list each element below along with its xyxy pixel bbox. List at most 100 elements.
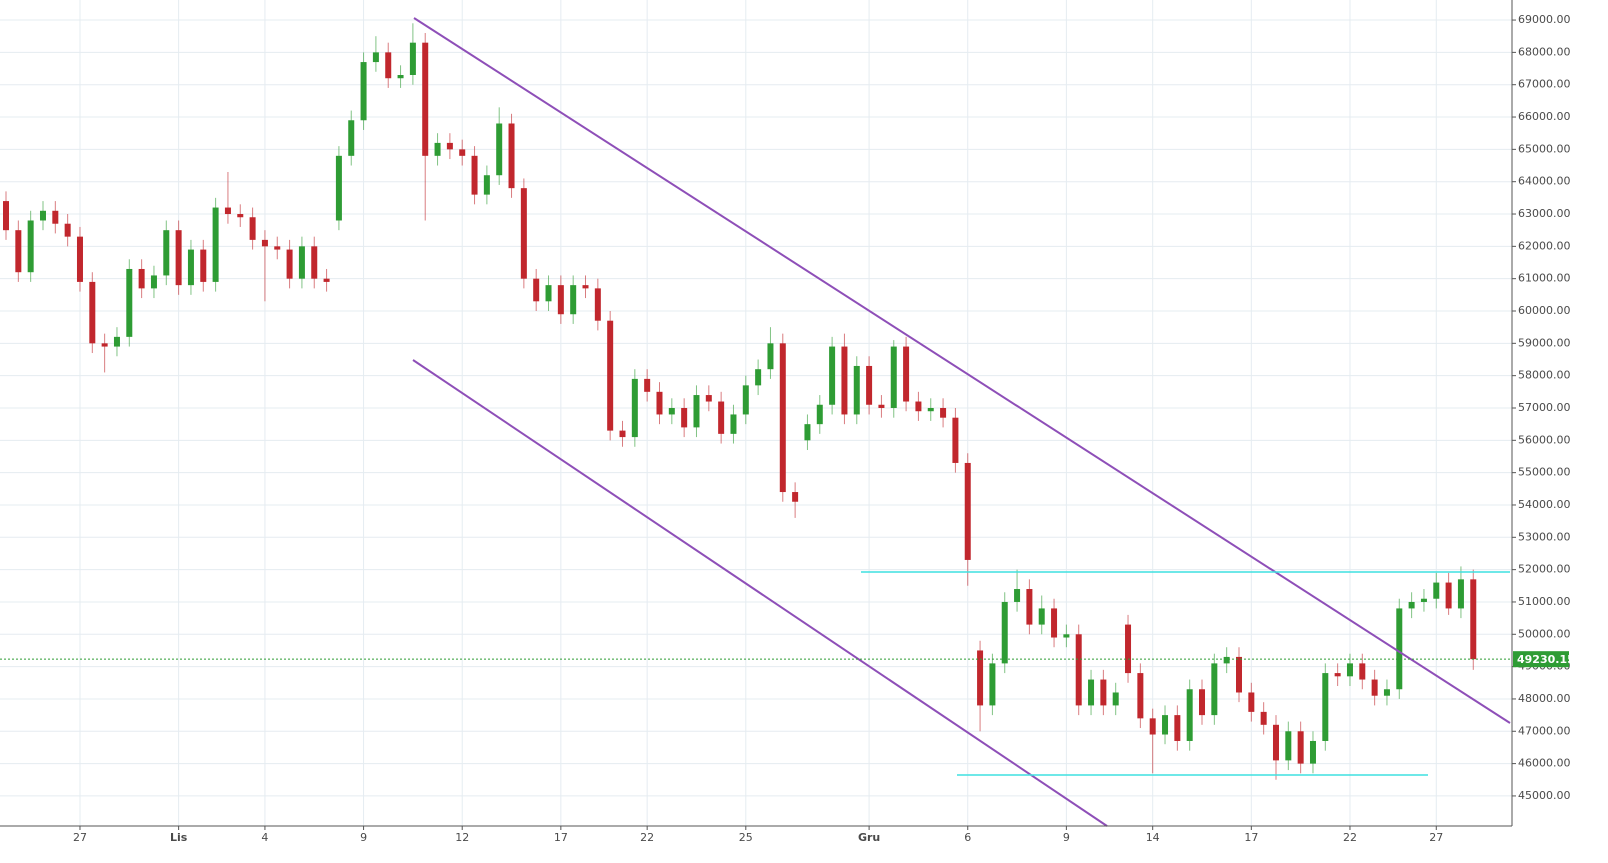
candle-body — [1248, 692, 1255, 712]
candle-body — [298, 246, 305, 279]
candle-body — [76, 236, 83, 282]
candles — [3, 23, 1477, 780]
candle-body — [816, 404, 823, 425]
candle-body — [644, 378, 651, 392]
last-price-box — [1513, 651, 1569, 668]
y-tick-label: 45000.00 — [1518, 789, 1571, 802]
candle-body — [249, 217, 256, 240]
candle-body — [1457, 579, 1464, 609]
y-tick-label: 54000.00 — [1518, 498, 1571, 511]
candle-body — [52, 210, 59, 224]
candle-body — [113, 336, 120, 347]
candle-body — [767, 343, 774, 370]
candle-body — [1322, 673, 1329, 741]
candle-body — [360, 62, 367, 121]
candle-body — [508, 123, 515, 189]
y-tick-label: 51000.00 — [1518, 595, 1571, 608]
candle-body — [940, 407, 947, 418]
trend-line — [413, 17, 1511, 724]
candle-body — [1075, 634, 1082, 706]
x-tick-label: 17 — [554, 831, 568, 844]
last-price-label: 49230.15 — [1517, 653, 1575, 666]
candle-body — [348, 120, 355, 156]
candle-body — [570, 285, 577, 315]
candle-body — [459, 149, 466, 156]
candle-body — [1014, 589, 1021, 602]
y-tick-label: 47000.00 — [1518, 724, 1571, 737]
x-tick-label: 17 — [1244, 831, 1258, 844]
candle-body — [927, 407, 934, 412]
candle-body — [964, 462, 971, 560]
candle-body — [126, 268, 133, 337]
candle-body — [1174, 715, 1181, 741]
candle-body — [1162, 715, 1169, 735]
candle-body — [1334, 673, 1341, 677]
candle-body — [792, 492, 799, 502]
candle-body — [163, 230, 170, 276]
candle-body — [1223, 656, 1230, 664]
candle-body — [483, 175, 490, 195]
candle-body — [1359, 663, 1366, 680]
candle-body — [237, 214, 244, 218]
candle-body — [977, 650, 984, 706]
candle-body — [853, 365, 860, 415]
x-tick-label: Gru — [858, 831, 880, 844]
candle-body — [1149, 718, 1156, 735]
y-tick-label: 46000.00 — [1518, 757, 1571, 770]
candle-body — [1346, 663, 1353, 677]
candle-body — [1051, 608, 1058, 638]
candle-body — [1309, 740, 1316, 764]
candle-body — [323, 278, 330, 282]
candle-body — [1211, 663, 1218, 716]
x-tick-label: 27 — [73, 831, 87, 844]
candle-body — [446, 142, 453, 150]
candle-body — [1383, 689, 1390, 696]
candle-body — [989, 663, 996, 706]
candle-body — [1038, 608, 1045, 625]
candle-body — [1063, 634, 1070, 638]
y-tick-label: 64000.00 — [1518, 175, 1571, 188]
y-tick-label: 50000.00 — [1518, 627, 1571, 640]
candle-body — [496, 123, 503, 176]
candle-body — [274, 246, 281, 250]
candle-body — [557, 285, 564, 315]
candle-body — [594, 288, 601, 321]
candle-body — [187, 249, 194, 286]
candle-body — [138, 268, 145, 289]
candle-body — [1470, 579, 1477, 660]
candle-body — [705, 395, 712, 402]
y-tick-label: 58000.00 — [1518, 369, 1571, 382]
candle-body — [1297, 731, 1304, 764]
candle-body — [755, 369, 762, 386]
candle-body — [1272, 724, 1279, 761]
candle-body — [175, 230, 182, 286]
candle-body — [681, 407, 688, 428]
candle-body — [89, 281, 96, 344]
candle-body — [656, 391, 663, 415]
candle-body — [409, 42, 416, 76]
candle-body — [520, 188, 527, 279]
x-tick-label: 4 — [261, 831, 268, 844]
candle-body — [533, 278, 540, 302]
candle-body — [607, 320, 614, 431]
candle-body — [779, 343, 786, 493]
candle-body — [742, 385, 749, 415]
y-tick-label: 52000.00 — [1518, 563, 1571, 576]
x-tick-label: 25 — [739, 831, 753, 844]
candle-body — [286, 249, 293, 279]
candle-body — [1001, 601, 1008, 664]
candle-body — [890, 346, 897, 408]
candle-body — [903, 346, 910, 402]
candle-body — [101, 343, 108, 347]
y-tick-label: 59000.00 — [1518, 336, 1571, 349]
candle-body — [1125, 624, 1132, 674]
x-tick-label: 9 — [1063, 831, 1070, 844]
y-tick-label: 55000.00 — [1518, 466, 1571, 479]
candle-body — [1408, 601, 1415, 609]
x-tick-label: 14 — [1146, 831, 1160, 844]
candle-body — [1137, 673, 1144, 719]
y-tick-label: 66000.00 — [1518, 110, 1571, 123]
candle-body — [693, 395, 700, 428]
y-tick-label: 57000.00 — [1518, 401, 1571, 414]
